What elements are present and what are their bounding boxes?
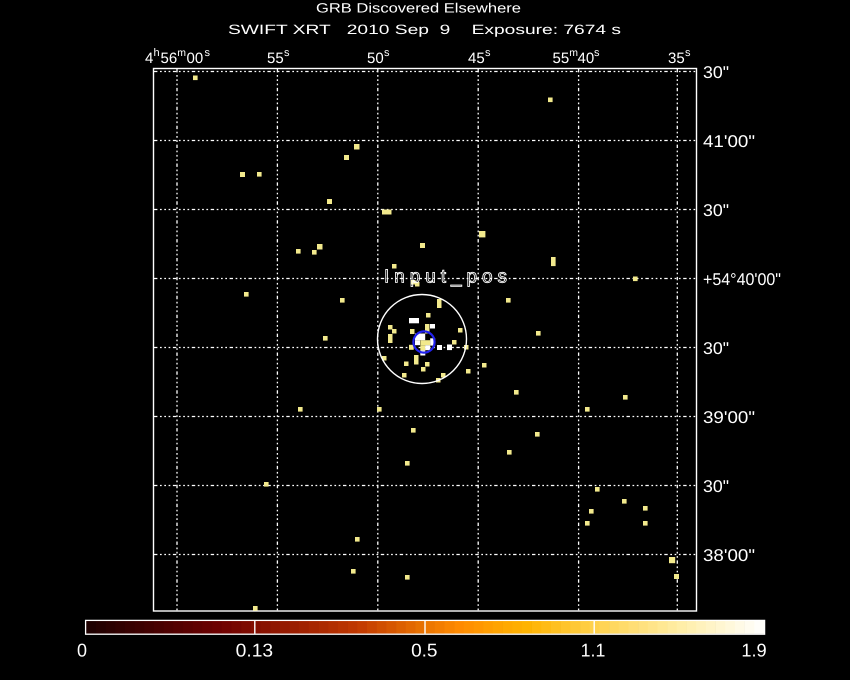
svg-text:m: m — [569, 47, 578, 59]
svg-text:s: s — [594, 47, 600, 59]
svg-text:s: s — [384, 47, 390, 59]
svg-text:39'00": 39'00" — [703, 408, 755, 427]
svg-text:+54°40'00": +54°40'00" — [703, 270, 781, 289]
svg-text:30": 30" — [703, 339, 729, 358]
svg-text:4: 4 — [145, 50, 153, 67]
svg-text:s: s — [485, 47, 491, 59]
svg-text:1.9: 1.9 — [741, 640, 766, 661]
svg-text:m: m — [177, 47, 186, 59]
svg-text:0.5: 0.5 — [411, 640, 437, 661]
svg-text:50: 50 — [367, 50, 384, 67]
svg-text:55: 55 — [267, 50, 284, 67]
svg-text:40: 40 — [578, 50, 595, 67]
svg-text:h: h — [154, 47, 160, 59]
svg-text:30": 30" — [703, 477, 729, 496]
svg-text:30": 30" — [703, 201, 729, 220]
svg-text:Input_pos: Input_pos — [384, 267, 507, 288]
svg-text:35: 35 — [668, 50, 685, 67]
svg-text:s: s — [205, 47, 211, 59]
svg-text:38'00": 38'00" — [703, 546, 755, 565]
svg-text:s: s — [685, 47, 691, 59]
svg-text:1.1: 1.1 — [581, 640, 606, 661]
svg-text:0.13: 0.13 — [236, 640, 274, 661]
svg-text:56: 56 — [161, 50, 178, 67]
svg-text:55: 55 — [553, 50, 570, 67]
svg-text:s: s — [284, 47, 290, 59]
svg-text:30": 30" — [703, 63, 729, 82]
svg-text:GRB Discovered Elsewhere: GRB Discovered Elsewhere — [316, 1, 521, 16]
svg-text:0: 0 — [77, 640, 87, 661]
svg-text:45: 45 — [468, 50, 485, 67]
svg-text:00: 00 — [187, 50, 204, 67]
svg-text:SWIFT XRT 2010 Sep 9 Exp: SWIFT XRT 2010 Sep 9 Exposure: 7674 s — [228, 22, 621, 37]
svg-text:41'00": 41'00" — [703, 132, 755, 151]
